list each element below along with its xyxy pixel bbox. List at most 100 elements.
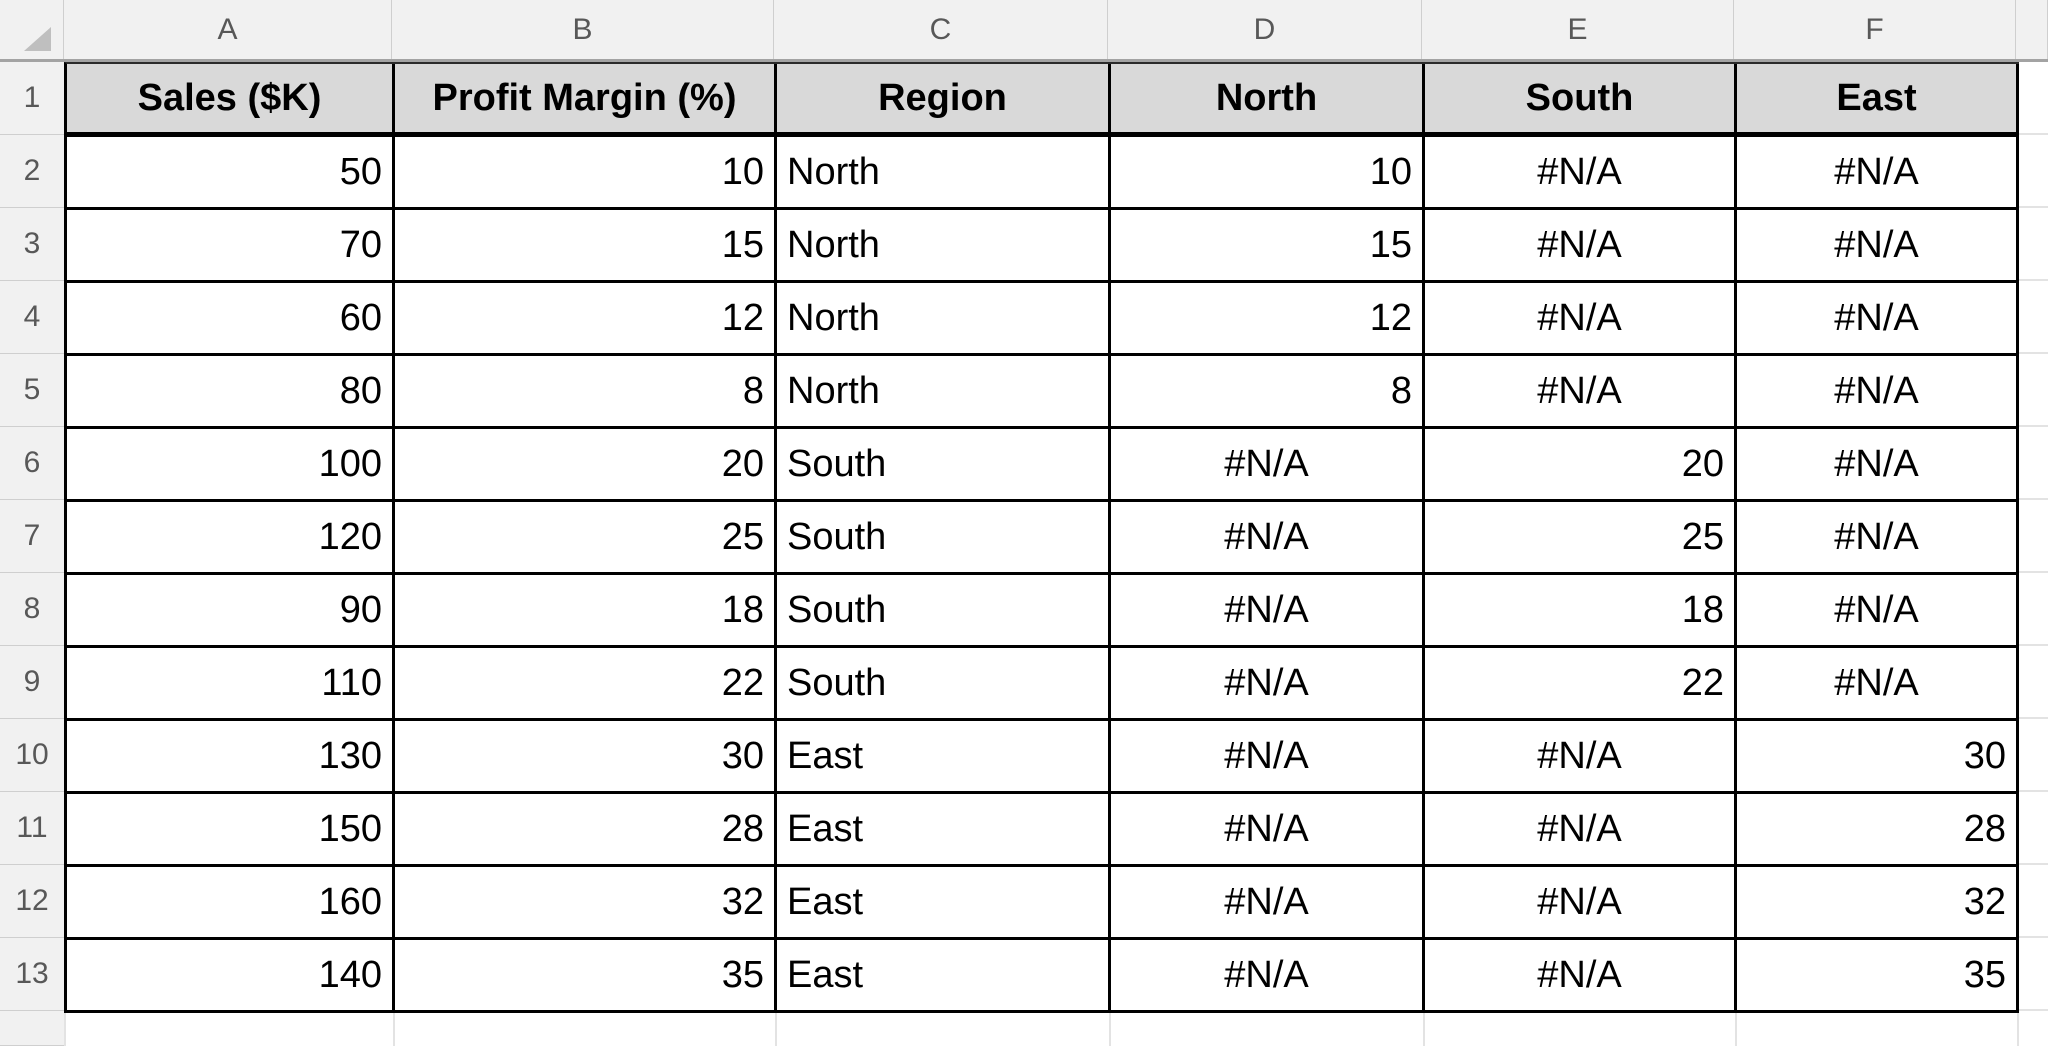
row-header-1[interactable]: 1 — [0, 62, 64, 135]
column-header-B[interactable]: B — [392, 0, 774, 59]
cell-E7[interactable]: 25 — [1425, 502, 1737, 575]
cell-E6[interactable]: 20 — [1425, 429, 1737, 502]
cell-D8[interactable]: #N/A — [1111, 575, 1425, 648]
cell-A7[interactable]: 120 — [67, 502, 395, 575]
cell-C6[interactable]: South — [777, 429, 1111, 502]
cell-F2[interactable]: #N/A — [1737, 137, 2019, 210]
cell-D12[interactable]: #N/A — [1111, 867, 1425, 940]
row-header-9[interactable]: 9 — [0, 646, 64, 719]
cell-C12[interactable]: East — [777, 940, 1111, 1013]
cell-D10[interactable]: #N/A — [1111, 721, 1425, 794]
cell-C9[interactable]: South — [777, 648, 1111, 721]
cell-B8[interactable]: 18 — [395, 575, 777, 648]
cell-F5[interactable]: #N/A — [1737, 356, 2019, 429]
cell-E12[interactable]: #N/A — [1425, 940, 1737, 1013]
column-header-A[interactable]: A — [64, 0, 392, 59]
cell-E11[interactable]: #N/A — [1425, 794, 1737, 867]
row-header-8[interactable]: 8 — [0, 573, 64, 646]
cell-B11[interactable]: 28 — [395, 794, 777, 867]
row-header-10[interactable]: 10 — [0, 719, 64, 792]
row-header-6[interactable]: 6 — [0, 427, 64, 500]
cell-A10[interactable]: 130 — [67, 721, 395, 794]
cell-B6[interactable]: 20 — [395, 429, 777, 502]
cell-B12[interactable]: 35 — [395, 940, 777, 1013]
row-header-3[interactable]: 3 — [0, 208, 64, 281]
cell-C4[interactable]: North — [777, 283, 1111, 356]
cell-B9[interactable]: 22 — [395, 648, 777, 721]
cell-B10[interactable]: 30 — [395, 721, 777, 794]
row-header-11[interactable]: 11 — [0, 792, 64, 865]
cell-A1[interactable]: Sales ($K) — [67, 64, 395, 137]
cell-B12[interactable]: 32 — [395, 867, 777, 940]
cell-F12[interactable]: 32 — [1737, 867, 2019, 940]
cell-B5[interactable]: 8 — [395, 356, 777, 429]
cell-C3[interactable]: North — [777, 210, 1111, 283]
cell-A6[interactable]: 100 — [67, 429, 395, 502]
cell-F3[interactable]: #N/A — [1737, 210, 2019, 283]
cell-F4[interactable]: #N/A — [1737, 283, 2019, 356]
cell-E12[interactable]: #N/A — [1425, 867, 1737, 940]
cell-F7[interactable]: #N/A — [1737, 502, 2019, 575]
cell-D4[interactable]: 12 — [1111, 283, 1425, 356]
select-all-corner[interactable] — [0, 0, 64, 59]
cell-E3[interactable]: #N/A — [1425, 210, 1737, 283]
row-header-12[interactable]: 12 — [0, 865, 64, 938]
empty-area-right[interactable] — [2019, 62, 2048, 1011]
cell-D11[interactable]: #N/A — [1111, 794, 1425, 867]
row-header-7[interactable]: 7 — [0, 500, 64, 573]
cell-F8[interactable]: #N/A — [1737, 575, 2019, 648]
cell-A3[interactable]: 70 — [67, 210, 395, 283]
cell-A12[interactable]: 160 — [67, 867, 395, 940]
cell-F12[interactable]: 35 — [1737, 940, 2019, 1013]
cell-A2[interactable]: 50 — [67, 137, 395, 210]
cell-A9[interactable]: 110 — [67, 648, 395, 721]
column-header-C[interactable]: C — [774, 0, 1108, 59]
cell-B3[interactable]: 15 — [395, 210, 777, 283]
column-header-F[interactable]: F — [1734, 0, 2016, 59]
column-header-E[interactable]: E — [1422, 0, 1734, 59]
cell-A12[interactable]: 140 — [67, 940, 395, 1013]
cell-D5[interactable]: 8 — [1111, 356, 1425, 429]
cell-E5[interactable]: #N/A — [1425, 356, 1737, 429]
cell-D12[interactable]: #N/A — [1111, 940, 1425, 1013]
cell-B1[interactable]: Profit Margin (%) — [395, 64, 777, 137]
cell-C5[interactable]: North — [777, 356, 1111, 429]
cell-B7[interactable]: 25 — [395, 502, 777, 575]
cell-A4[interactable]: 60 — [67, 283, 395, 356]
cell-E2[interactable]: #N/A — [1425, 137, 1737, 210]
cell-D2[interactable]: 10 — [1111, 137, 1425, 210]
cell-A11[interactable]: 150 — [67, 794, 395, 867]
row-header-4[interactable]: 4 — [0, 281, 64, 354]
cell-D1[interactable]: North — [1111, 64, 1425, 137]
cell-F9[interactable]: #N/A — [1737, 648, 2019, 721]
cell-C11[interactable]: East — [777, 794, 1111, 867]
empty-row-14[interactable] — [64, 1013, 2019, 1046]
row-header-2[interactable]: 2 — [0, 135, 64, 208]
cell-B2[interactable]: 10 — [395, 137, 777, 210]
cell-C2[interactable]: North — [777, 137, 1111, 210]
cell-C8[interactable]: South — [777, 575, 1111, 648]
cell-F1[interactable]: East — [1737, 64, 2019, 137]
row-header-13[interactable]: 13 — [0, 938, 64, 1011]
cell-E8[interactable]: 18 — [1425, 575, 1737, 648]
row-header-5[interactable]: 5 — [0, 354, 64, 427]
column-header-D[interactable]: D — [1108, 0, 1422, 59]
cell-C1[interactable]: Region — [777, 64, 1111, 137]
cell-C7[interactable]: South — [777, 502, 1111, 575]
cell-F10[interactable]: 30 — [1737, 721, 2019, 794]
cell-D3[interactable]: 15 — [1111, 210, 1425, 283]
cell-D7[interactable]: #N/A — [1111, 502, 1425, 575]
cell-F6[interactable]: #N/A — [1737, 429, 2019, 502]
cell-B4[interactable]: 12 — [395, 283, 777, 356]
cell-A8[interactable]: 90 — [67, 575, 395, 648]
cell-F11[interactable]: 28 — [1737, 794, 2019, 867]
cell-E9[interactable]: 22 — [1425, 648, 1737, 721]
cell-D6[interactable]: #N/A — [1111, 429, 1425, 502]
cell-E1[interactable]: South — [1425, 64, 1737, 137]
cell-C10[interactable]: East — [777, 721, 1111, 794]
cell-A5[interactable]: 80 — [67, 356, 395, 429]
cell-C12[interactable]: East — [777, 867, 1111, 940]
cell-D9[interactable]: #N/A — [1111, 648, 1425, 721]
cell-E4[interactable]: #N/A — [1425, 283, 1737, 356]
cell-E10[interactable]: #N/A — [1425, 721, 1737, 794]
